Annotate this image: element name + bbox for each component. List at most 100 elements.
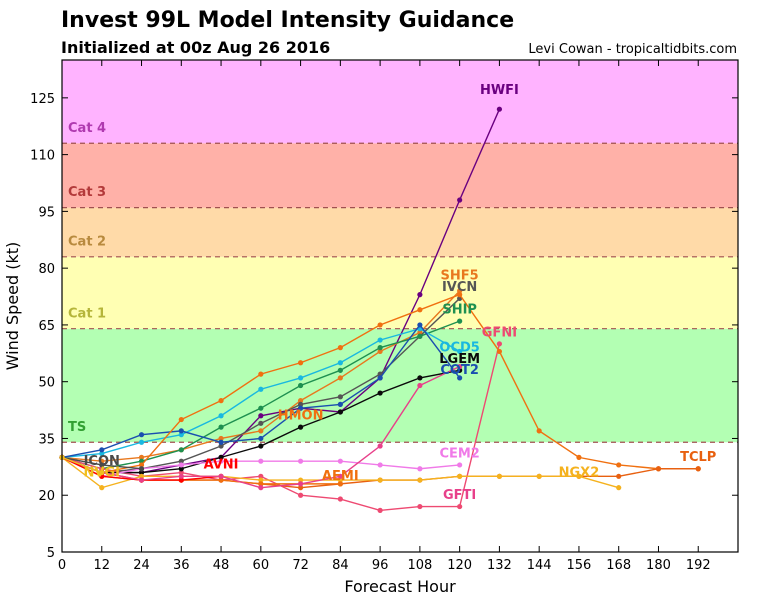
series-label-cot2: COT2 <box>440 363 479 378</box>
y-tick-label: 35 <box>38 432 55 447</box>
y-tick-label: 95 <box>38 205 55 220</box>
series-point-ocd5 <box>178 432 184 438</box>
series-point-gfni <box>457 503 463 510</box>
series-point-lgem <box>377 390 383 396</box>
series-point-hmon <box>576 454 582 460</box>
series-point-hmon <box>297 360 304 366</box>
series-point-cot2 <box>258 435 264 442</box>
x-tick-label: 72 <box>292 558 309 573</box>
series-point-gfti <box>138 477 145 483</box>
series-point-cot2 <box>138 432 145 438</box>
series-point-ocd5 <box>258 386 264 392</box>
x-tick-label: 60 <box>253 558 270 573</box>
series-point-cem2 <box>417 466 423 472</box>
series-point-hmon <box>496 348 503 355</box>
series-point-ngx2 <box>457 473 463 479</box>
series-point-cot2 <box>218 439 224 445</box>
band-label: Cat 1 <box>68 306 106 321</box>
series-point-hmon <box>616 462 622 468</box>
series-point-hmon <box>377 322 383 328</box>
series-point-icon <box>138 466 145 472</box>
series-point-gfni <box>258 473 264 479</box>
series-point-tclp <box>655 466 662 472</box>
x-tick-label: 156 <box>567 558 592 573</box>
series-point-gfni <box>178 469 184 476</box>
series-point-cot2 <box>297 405 304 411</box>
series-point-shf5 <box>99 458 105 464</box>
series-label-nvgi: NVGI <box>84 465 120 480</box>
series-point-cot2 <box>377 375 383 381</box>
chart-credit: Levi Cowan - tropicaltidbits.com <box>528 42 737 57</box>
series-point-nvgi <box>99 469 105 476</box>
series-point-ngx2 <box>616 485 622 491</box>
series-point-ocd5 <box>99 451 105 457</box>
x-tick-label: 0 <box>58 558 66 573</box>
series-point-ngx2 <box>417 477 423 483</box>
band-cat-2 <box>62 207 738 257</box>
series-point-tclp <box>695 466 701 472</box>
series-point-shf5 <box>337 375 343 381</box>
series-label-shf5: SHF5 <box>441 269 479 284</box>
series-point-hwfi <box>258 413 264 419</box>
series-point-lgem <box>417 375 423 381</box>
plot-frame <box>61 59 739 553</box>
series-point-aemi <box>337 481 343 487</box>
series-label-ivcn: IVCN <box>442 280 477 295</box>
series-point-ocd5 <box>457 348 463 355</box>
series-point-gfni <box>417 503 423 510</box>
series-point-hmon <box>178 416 184 423</box>
x-tick-label: 48 <box>213 558 230 573</box>
y-tick-label: 5 <box>47 546 55 561</box>
series-label-ocd5: OCD5 <box>439 340 479 355</box>
series-point-tclp <box>297 485 304 491</box>
series-point-lgem <box>297 424 304 430</box>
series-point-ivcn <box>258 420 264 426</box>
series-point-cem2 <box>297 458 304 464</box>
series-point-hmon <box>536 428 542 434</box>
series-point-ocd5 <box>297 375 304 381</box>
series-point-ship <box>218 424 224 430</box>
series-point-hmon <box>417 307 423 313</box>
band-label: TS <box>68 420 86 435</box>
chart-title: Invest 99L Model Intensity Guidance <box>61 8 515 33</box>
x-tick-label: 120 <box>447 558 472 573</box>
x-tick-label: 108 <box>407 558 432 573</box>
y-tick-label: 125 <box>30 92 55 107</box>
series-point-ngx2 <box>496 473 503 479</box>
x-tick-label: 36 <box>173 558 190 573</box>
series-point-ship <box>337 367 343 373</box>
series-label-gfni: GFNI <box>482 325 517 340</box>
series-point-ship <box>457 318 463 324</box>
series-point-hmon <box>218 398 224 404</box>
series-point-cem2 <box>178 462 184 468</box>
y-axis-label: Wind Speed (kt) <box>3 242 22 371</box>
series-point-ship <box>258 405 264 411</box>
series-point-cem2 <box>337 458 343 464</box>
series-point-cot2 <box>457 375 463 381</box>
series-label-icon: ICON <box>84 454 120 469</box>
series-point-hwfi <box>457 197 463 203</box>
series-point-ocd5 <box>377 337 383 343</box>
series-point-ivcn <box>218 443 224 449</box>
series-point-cot2 <box>337 401 343 407</box>
series-point-ship <box>377 345 383 351</box>
series-point-ngx2 <box>536 473 542 479</box>
series-point-ship <box>297 382 304 389</box>
series-label-ship: SHIP <box>442 303 477 318</box>
series-point-avni <box>99 473 105 479</box>
series-point-shf5 <box>297 398 304 404</box>
series-point-cem2 <box>218 458 224 464</box>
series-point-shf5 <box>258 428 264 434</box>
band-label: Cat 4 <box>68 121 106 136</box>
y-tick-label: 65 <box>38 319 55 334</box>
series-point-lgem <box>457 367 463 373</box>
series-point-hwfi <box>417 292 423 298</box>
series-point-aemi <box>218 477 224 483</box>
series-point-lgem <box>337 409 343 415</box>
series-point-hmon <box>337 345 343 351</box>
series-point-gfti <box>457 363 463 370</box>
band-label: Cat 2 <box>68 234 106 249</box>
series-point-hmon <box>258 371 264 377</box>
series-point-ngx2 <box>138 473 145 479</box>
